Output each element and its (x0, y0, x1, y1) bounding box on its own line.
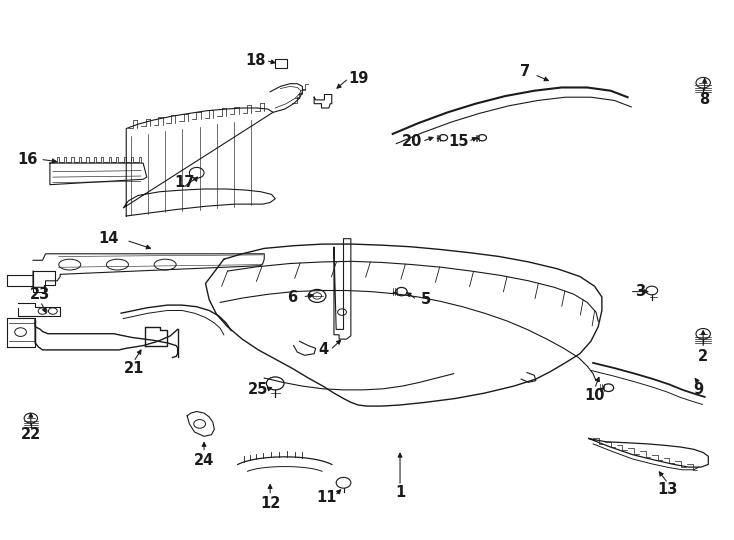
Circle shape (338, 309, 346, 315)
Text: 13: 13 (658, 482, 678, 497)
Ellipse shape (59, 259, 81, 270)
Text: 16: 16 (18, 152, 38, 167)
Text: 22: 22 (21, 427, 41, 442)
Circle shape (478, 134, 487, 141)
Text: 12: 12 (260, 496, 280, 511)
Circle shape (194, 420, 206, 428)
Circle shape (646, 286, 658, 295)
Text: 15: 15 (448, 134, 469, 149)
Circle shape (396, 287, 407, 296)
Text: 1: 1 (395, 485, 405, 500)
Text: 3: 3 (635, 284, 645, 299)
Circle shape (696, 77, 711, 88)
Ellipse shape (106, 259, 128, 270)
Circle shape (439, 134, 448, 141)
Circle shape (336, 477, 351, 488)
Text: 7: 7 (520, 64, 530, 79)
Text: 4: 4 (318, 342, 328, 357)
Text: 19: 19 (348, 71, 368, 86)
Circle shape (24, 413, 37, 423)
Text: 2: 2 (698, 349, 708, 364)
Circle shape (189, 167, 204, 178)
Text: 18: 18 (245, 53, 266, 68)
Circle shape (313, 293, 321, 299)
Circle shape (48, 308, 57, 314)
Text: 21: 21 (123, 361, 144, 376)
Circle shape (266, 377, 284, 390)
Text: 14: 14 (98, 231, 119, 246)
Text: 11: 11 (316, 490, 337, 505)
Text: 20: 20 (402, 134, 423, 149)
Text: 5: 5 (421, 292, 431, 307)
Text: 24: 24 (194, 453, 214, 468)
Circle shape (603, 384, 614, 392)
Bar (275, 59, 287, 68)
Text: 6: 6 (287, 289, 297, 305)
Circle shape (38, 308, 47, 314)
Text: 17: 17 (175, 175, 195, 190)
Ellipse shape (154, 259, 176, 270)
Text: 23: 23 (30, 287, 51, 302)
Text: 25: 25 (248, 382, 269, 397)
Circle shape (15, 328, 26, 336)
Text: 9: 9 (694, 382, 704, 397)
Text: 10: 10 (584, 388, 605, 403)
Text: 8: 8 (700, 92, 710, 107)
Circle shape (308, 289, 326, 302)
Circle shape (696, 328, 711, 339)
